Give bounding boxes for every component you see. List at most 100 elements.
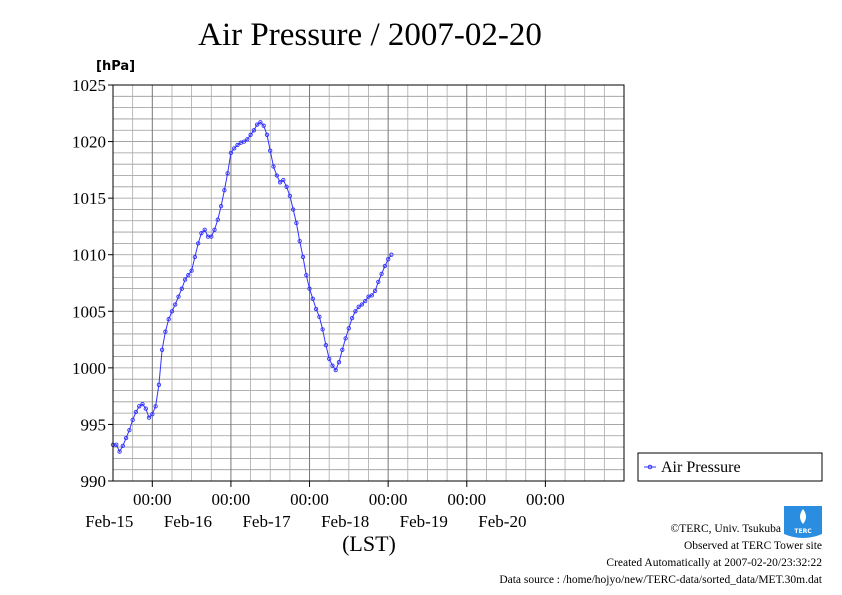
data-point [327, 356, 332, 361]
data-point [297, 238, 302, 244]
data-point [281, 177, 286, 183]
y-tick-label: 1005 [72, 302, 106, 321]
data-point [330, 363, 335, 368]
legend: Air Pressure [637, 452, 823, 482]
data-point [340, 347, 345, 352]
data-point [264, 132, 270, 137]
data-point [287, 193, 293, 199]
data-point [359, 302, 365, 307]
data-point [163, 329, 168, 334]
data-point [310, 296, 315, 301]
data-point [169, 309, 175, 314]
data-point [215, 217, 220, 222]
x-tick-time-label: 00:00 [290, 490, 329, 509]
data-point [313, 306, 319, 312]
data-point [117, 449, 122, 454]
data-point [209, 234, 214, 239]
x-tick-date-label: Feb-17 [242, 512, 291, 531]
data-point [356, 304, 361, 309]
data-point [176, 294, 181, 299]
data-point [372, 288, 378, 294]
data-point [261, 123, 266, 128]
plot-frame [112, 84, 625, 482]
data-point [241, 139, 247, 144]
data-point [376, 279, 381, 285]
data-point [150, 412, 155, 417]
data-point [317, 314, 322, 320]
data-point [294, 220, 299, 226]
data-point [382, 263, 388, 269]
data-point [137, 404, 142, 409]
data-point [346, 326, 351, 331]
data-point [251, 128, 257, 133]
data-point [271, 164, 276, 169]
x-tick-date-label: Feb-15 [85, 512, 133, 531]
data-point [153, 404, 158, 409]
data-point [196, 241, 201, 246]
logo-drop-icon [800, 509, 806, 524]
data-point [389, 252, 394, 257]
y-tick-label: 1000 [72, 359, 106, 378]
y-tick-label: 995 [81, 415, 107, 434]
data-point [133, 409, 139, 415]
data-point [179, 286, 184, 291]
data-point [225, 171, 230, 176]
data-point [218, 203, 224, 209]
x-tick-time-label: 00:00 [526, 490, 565, 509]
y-tick-label: 1015 [72, 189, 106, 208]
data-point [343, 336, 348, 341]
data-point [300, 254, 306, 260]
data-point [127, 427, 132, 433]
x-tick-date-label: Feb-18 [321, 512, 369, 531]
data-point [245, 137, 250, 142]
series-air-pressure [110, 120, 394, 454]
data-point [186, 272, 191, 278]
x-axis-label: (LST) [342, 531, 396, 556]
data-point [235, 142, 240, 148]
data-point [212, 227, 217, 232]
data-point [130, 417, 135, 423]
data-point [304, 272, 309, 278]
data-point [199, 231, 204, 236]
data-point [323, 343, 329, 348]
y-tick-label: 1010 [72, 246, 106, 265]
y-tick-label: 1020 [72, 133, 106, 152]
data-point [369, 293, 374, 298]
footer-copyright: ©TERC, Univ. Tsukuba [671, 523, 781, 535]
data-point [182, 277, 188, 282]
data-point [156, 382, 162, 387]
footer-observed: Observed at TERC Tower site [684, 540, 822, 552]
data-point [277, 180, 283, 185]
logo-text: TERC [794, 528, 812, 535]
data-point [173, 302, 178, 307]
grid-lines [112, 84, 625, 482]
data-point [268, 148, 273, 153]
y-tick-label: 990 [81, 472, 107, 491]
x-tick-time-label: 00:00 [212, 490, 251, 509]
legend-label-air-pressure: Air Pressure [661, 459, 741, 476]
data-point [232, 146, 237, 151]
legend-marker-swatch [647, 464, 653, 470]
data-point [143, 406, 148, 411]
data-point [363, 298, 368, 304]
data-point [333, 367, 338, 373]
terc-logo: TERC [784, 506, 822, 538]
data-point [336, 360, 342, 365]
x-tick-date-label: Feb-16 [164, 512, 212, 531]
data-point [353, 309, 358, 314]
data-point [140, 401, 145, 407]
chart-title: Air Pressure / 2007-02-20 [198, 17, 542, 53]
footer-source: Data source : /home/hojyo/new/TERC-data/… [499, 574, 822, 586]
data-point [123, 435, 129, 441]
data-point [248, 132, 253, 137]
y-axis-unit: [hPa] [96, 59, 135, 74]
footer-created: Created Automatically at 2007-02-20/23:3… [606, 557, 822, 569]
data-point [291, 207, 296, 212]
data-point [228, 150, 234, 156]
data-point [120, 443, 125, 449]
data-point [254, 122, 260, 127]
data-point [166, 317, 171, 322]
data-point [192, 254, 198, 260]
data-point [320, 327, 325, 332]
